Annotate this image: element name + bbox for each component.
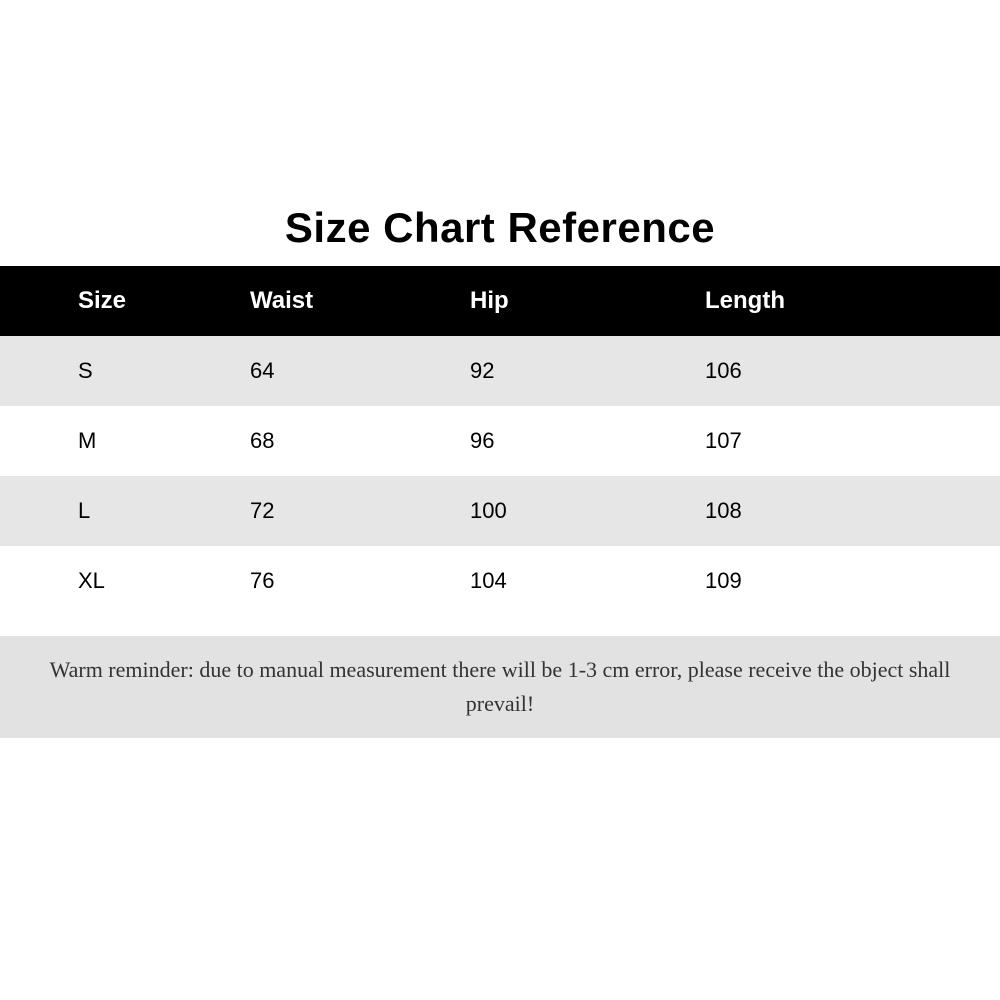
cell-waist: 68: [210, 428, 430, 454]
cell-length: 108: [650, 498, 1000, 524]
col-header-length: Length: [650, 287, 1000, 315]
cell-hip: 104: [430, 568, 650, 594]
col-header-size: Size: [0, 287, 210, 315]
col-header-hip: Hip: [430, 287, 650, 315]
cell-size: L: [0, 498, 210, 524]
cell-size: XL: [0, 568, 210, 594]
table-row: XL 76 104 109: [0, 546, 1000, 616]
cell-size: S: [0, 358, 210, 384]
cell-length: 107: [650, 428, 1000, 454]
table-row: L 72 100 108: [0, 476, 1000, 546]
size-table: Size Waist Hip Length S 64 92 106 M 68 9…: [0, 266, 1000, 616]
size-chart-page: Size Chart Reference Size Waist Hip Leng…: [0, 0, 1000, 1000]
table-header-row: Size Waist Hip Length: [0, 266, 1000, 336]
cell-hip: 96: [430, 428, 650, 454]
col-header-waist: Waist: [210, 287, 430, 315]
warm-reminder-band: Warm reminder: due to manual measurement…: [0, 636, 1000, 738]
warm-reminder-text: Warm reminder: due to manual measurement…: [14, 653, 986, 721]
cell-waist: 76: [210, 568, 430, 594]
cell-size: M: [0, 428, 210, 454]
cell-length: 106: [650, 358, 1000, 384]
cell-hip: 100: [430, 498, 650, 524]
cell-waist: 72: [210, 498, 430, 524]
cell-waist: 64: [210, 358, 430, 384]
page-title: Size Chart Reference: [0, 204, 1000, 252]
table-row: M 68 96 107: [0, 406, 1000, 476]
table-row: S 64 92 106: [0, 336, 1000, 406]
cell-hip: 92: [430, 358, 650, 384]
cell-length: 109: [650, 568, 1000, 594]
